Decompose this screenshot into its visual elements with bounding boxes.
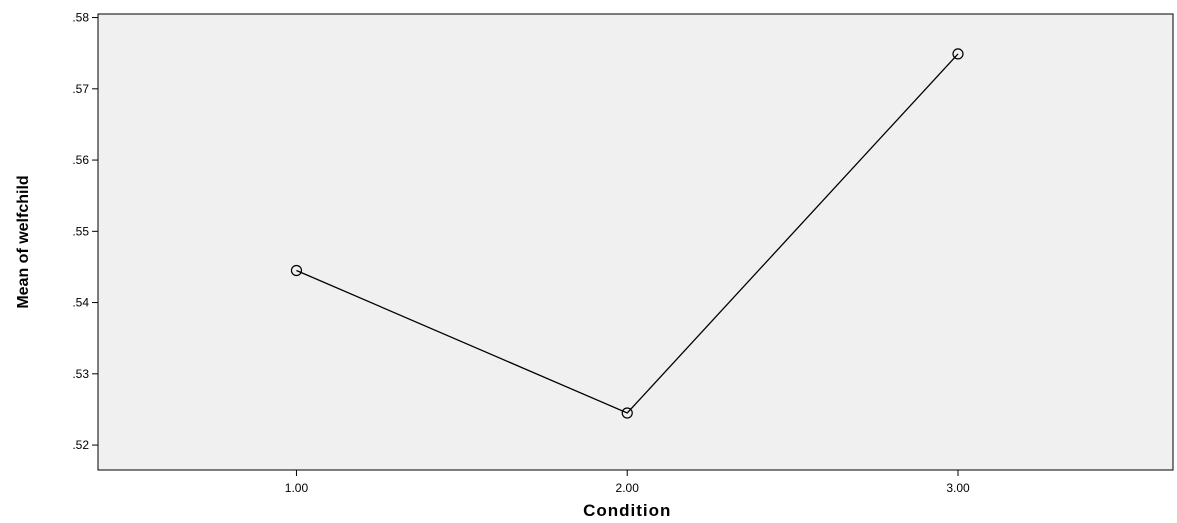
data-point-marker xyxy=(952,48,964,60)
x-axis: 1.00 2.00 3.00 xyxy=(285,470,970,495)
y-tick-label: .56 xyxy=(72,153,89,167)
series-line xyxy=(296,53,959,414)
x-tick-label: 2.00 xyxy=(616,481,640,495)
plot-area xyxy=(97,13,1174,471)
y-tick-label: .57 xyxy=(72,82,89,96)
y-tick-label: .54 xyxy=(72,296,89,310)
x-axis-title: Condition xyxy=(583,501,671,520)
y-tick-label: .55 xyxy=(72,224,89,238)
x-tick-label: 3.00 xyxy=(946,481,970,495)
data-point-marker xyxy=(621,407,633,419)
x-tick-label: 1.00 xyxy=(285,481,309,495)
y-axis-title: Mean of welfchild xyxy=(15,175,32,308)
y-axis: .52 .53 .54 .55 .56 .57 .58 xyxy=(72,11,98,452)
data-point-marker xyxy=(290,264,303,277)
series-layer xyxy=(290,48,964,419)
y-tick-label: .52 xyxy=(72,438,89,452)
y-tick-label: .58 xyxy=(72,11,89,25)
y-tick-label: .53 xyxy=(72,367,89,381)
